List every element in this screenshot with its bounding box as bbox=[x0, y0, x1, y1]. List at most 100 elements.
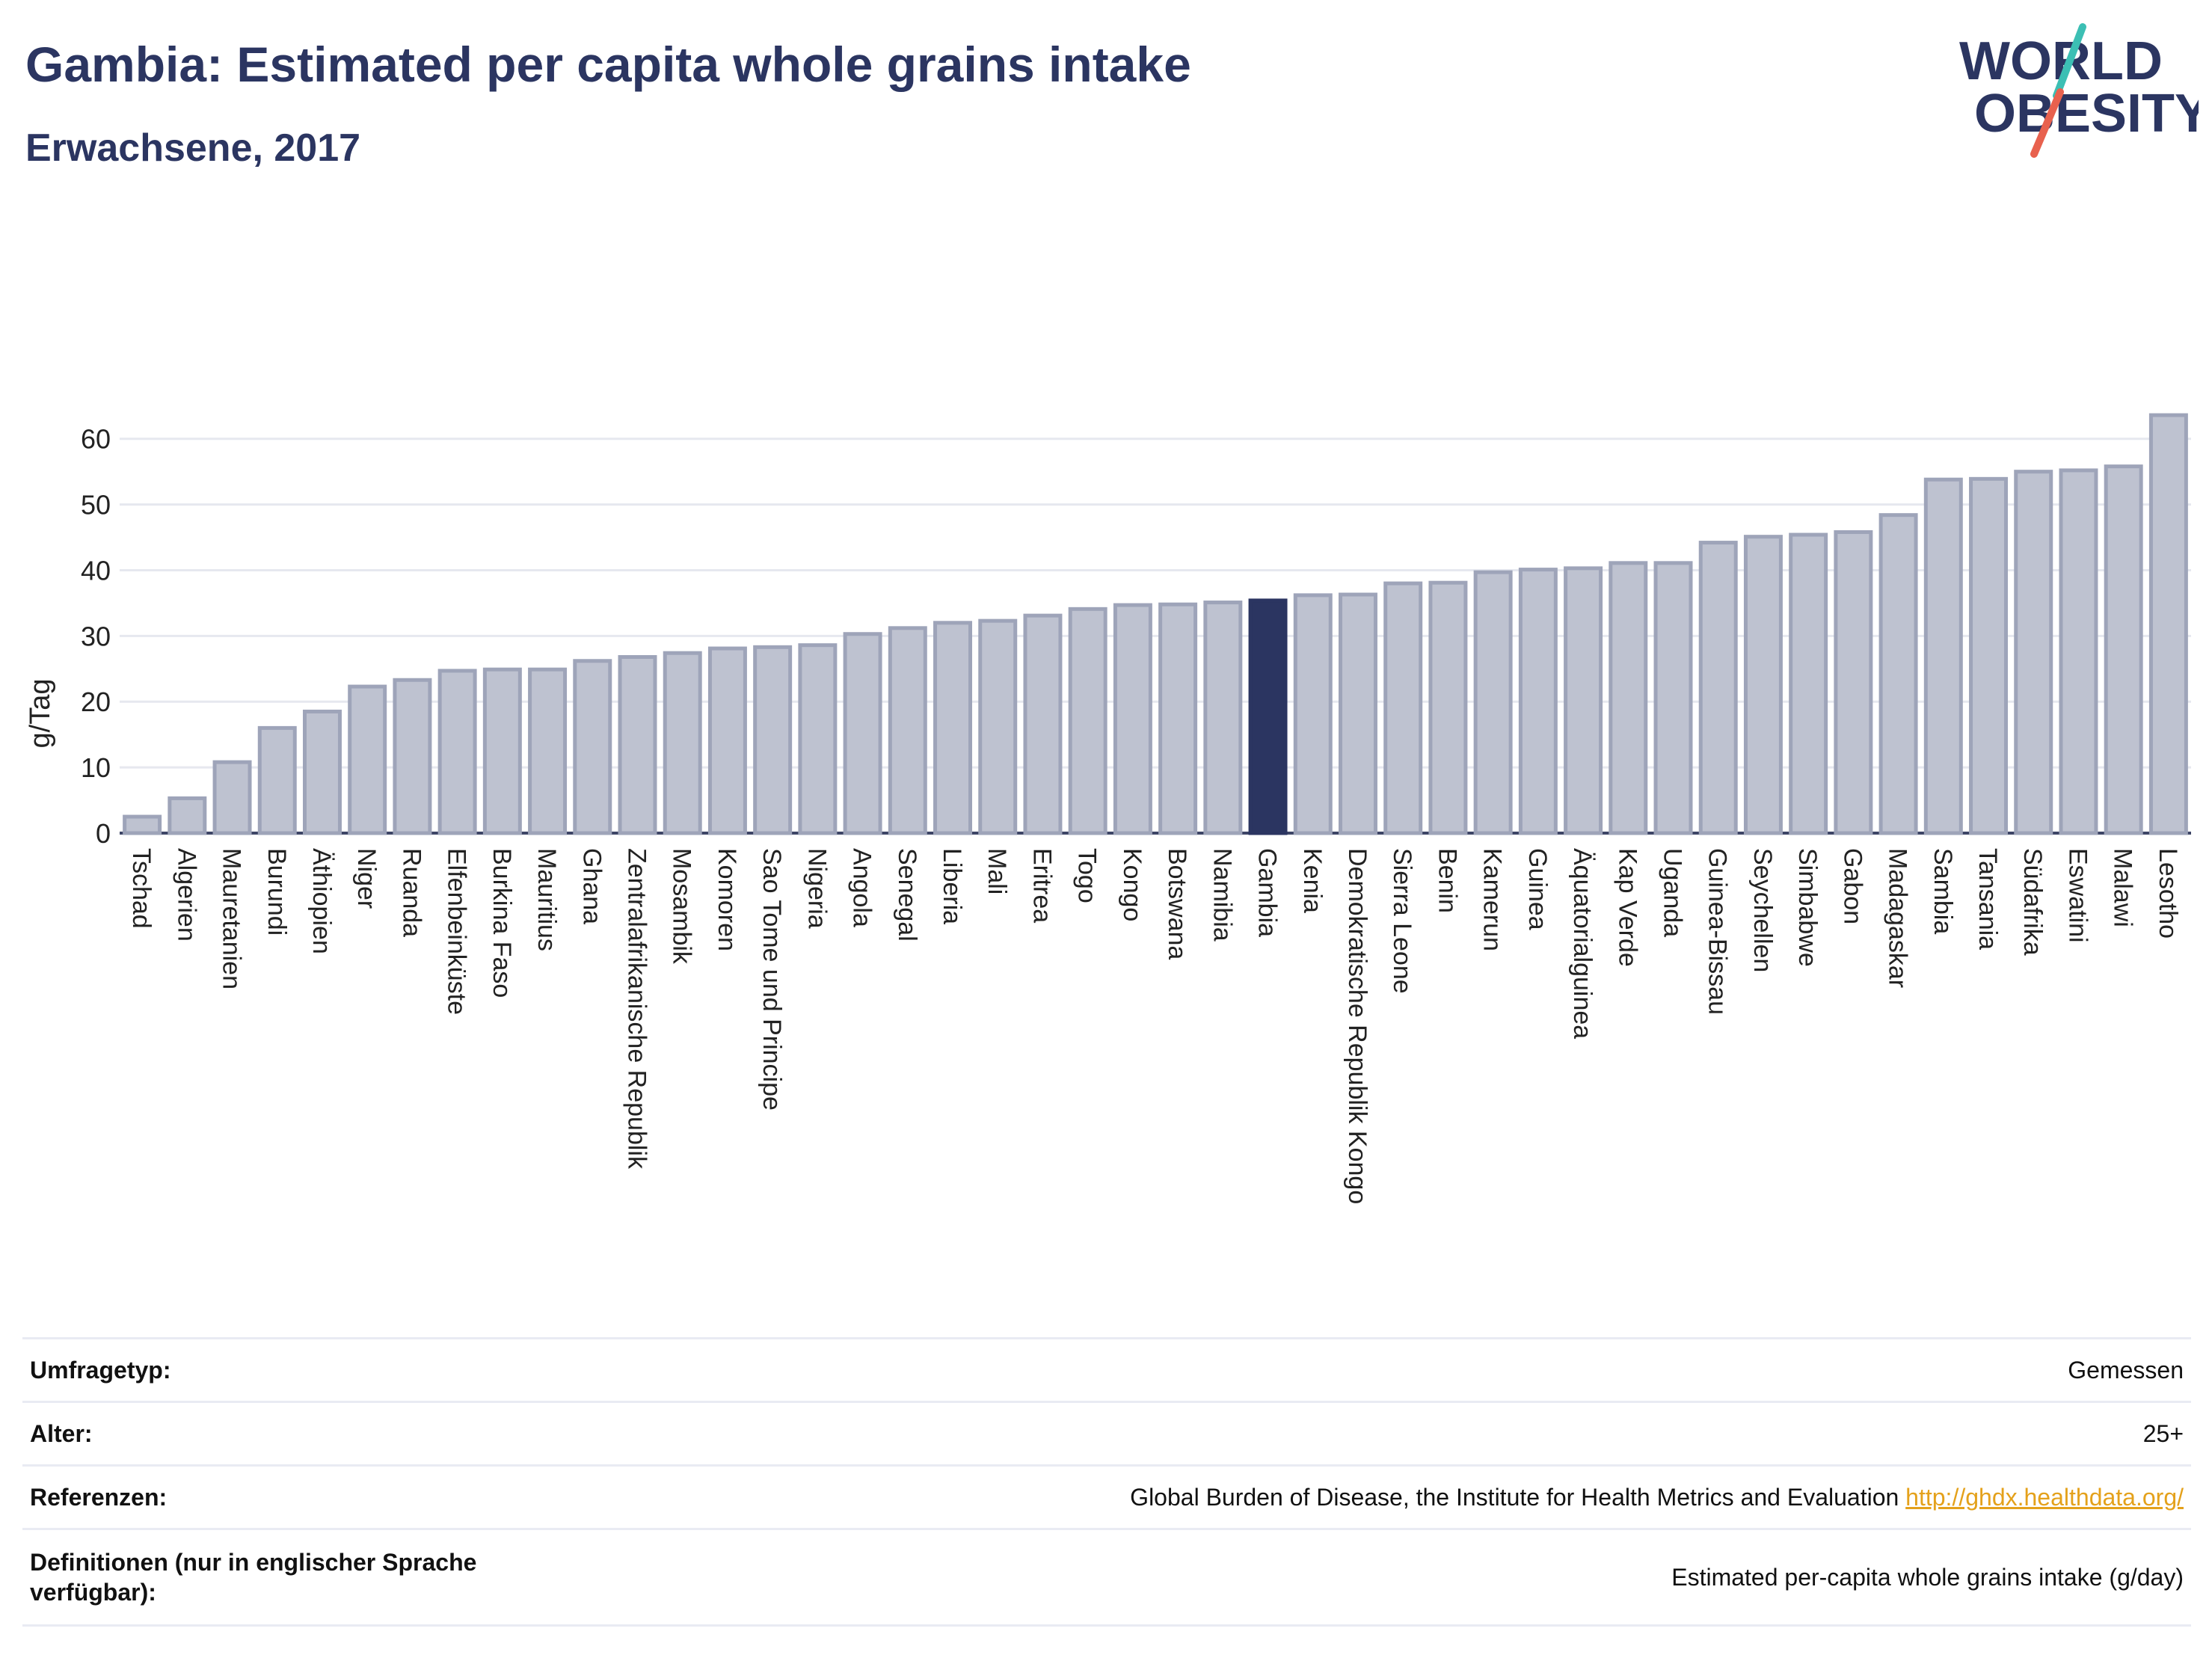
bar-botswana[interactable] bbox=[1158, 602, 1198, 835]
bar-algerien[interactable] bbox=[168, 796, 207, 835]
bar-ghana[interactable] bbox=[573, 659, 612, 835]
x-tick-label: Uganda bbox=[1659, 848, 1687, 937]
bar-ruanda[interactable] bbox=[393, 678, 432, 835]
meta-value: Estimated per-capita whole grains intake… bbox=[1671, 1564, 2184, 1591]
bar-äquatorialguinea[interactable] bbox=[1564, 566, 1603, 835]
bar-demokratische-republik-kongo[interactable] bbox=[1338, 592, 1377, 835]
bar-nigeria[interactable] bbox=[798, 643, 838, 835]
x-tick-label: Liberia bbox=[938, 848, 966, 924]
bar-komoren[interactable] bbox=[707, 646, 747, 835]
bar-gabon[interactable] bbox=[1834, 530, 1873, 835]
bar-sao-tome-und-principe[interactable] bbox=[753, 645, 793, 835]
bar-benin[interactable] bbox=[1428, 580, 1468, 835]
bar-mali[interactable] bbox=[978, 618, 1018, 835]
bar-burundi[interactable] bbox=[257, 725, 297, 835]
meta-value: Global Burden of Disease, the Institute … bbox=[1130, 1484, 2184, 1511]
x-tick-label: Komoren bbox=[713, 848, 741, 951]
bar-eritrea[interactable] bbox=[1023, 613, 1063, 835]
bar-liberia[interactable] bbox=[933, 621, 973, 835]
bar-lesotho[interactable] bbox=[2148, 413, 2188, 835]
bar-zentralafrikanische-republik[interactable] bbox=[618, 654, 657, 835]
bar-togo[interactable] bbox=[1068, 607, 1107, 835]
bar-kamerun[interactable] bbox=[1473, 570, 1513, 835]
y-tick-label: 20 bbox=[81, 687, 111, 717]
bar-gambia[interactable] bbox=[1248, 598, 1288, 835]
x-tick-label: Kamerun bbox=[1478, 848, 1507, 951]
bar-tschad[interactable] bbox=[123, 814, 162, 835]
y-tick-label: 40 bbox=[81, 555, 111, 586]
bar-senegal[interactable] bbox=[888, 626, 927, 835]
x-tick-label: Ruanda bbox=[397, 848, 425, 937]
y-tick-label: 30 bbox=[81, 621, 111, 651]
logo-slash-red bbox=[2030, 88, 2064, 158]
x-tick-label: Nigeria bbox=[802, 848, 831, 929]
meta-label: Referenzen: bbox=[30, 1484, 168, 1511]
y-tick-label: 10 bbox=[81, 752, 111, 783]
bar-eswatini[interactable] bbox=[2059, 468, 2098, 835]
x-tick-label: Kenia bbox=[1298, 848, 1327, 913]
bar-sambia[interactable] bbox=[1923, 477, 1963, 835]
bar-tansania[interactable] bbox=[1969, 476, 2009, 835]
metadata-table: Umfragetyp: Gemessen Alter: 25+ Referenzen: G… bbox=[22, 1337, 2191, 1627]
x-tick-label: Guinea-Bissau bbox=[1703, 848, 1732, 1015]
bar-mosambik[interactable] bbox=[663, 651, 702, 835]
x-tick-label: Mali bbox=[983, 848, 1011, 894]
x-tick-label: Sambia bbox=[1929, 848, 1957, 934]
meta-row: Definitionen (nur in englischer Sprache … bbox=[22, 1528, 2191, 1627]
bar-kongo[interactable] bbox=[1113, 603, 1152, 835]
bar-burkina-faso[interactable] bbox=[482, 667, 522, 835]
meta-value: 25+ bbox=[2143, 1420, 2184, 1448]
bar-uganda[interactable] bbox=[1653, 561, 1693, 835]
bar-äthiopien[interactable] bbox=[302, 709, 342, 835]
x-tick-label: Tschad bbox=[127, 848, 156, 929]
x-tick-label: Mauritius bbox=[532, 848, 561, 951]
bar-guinea[interactable] bbox=[1518, 568, 1558, 835]
bar-kap-verde[interactable] bbox=[1609, 561, 1648, 835]
bar-guinea-bissau[interactable] bbox=[1698, 541, 1738, 835]
bar-simbabwe[interactable] bbox=[1789, 532, 1828, 835]
bar-südafrika[interactable] bbox=[2014, 470, 2053, 835]
x-tick-label: Mauretanien bbox=[218, 848, 246, 989]
x-tick-label: Sierra Leone bbox=[1388, 848, 1416, 994]
bar-mauretanien[interactable] bbox=[212, 760, 252, 835]
chart-title: Gambia: Estimated per capita whole grain… bbox=[25, 37, 1191, 92]
bar-kenia[interactable] bbox=[1293, 593, 1333, 835]
x-tick-label: Madagaskar bbox=[1884, 848, 1912, 988]
bar-malawi[interactable] bbox=[2104, 464, 2143, 835]
x-tick-label: Gambia bbox=[1253, 848, 1282, 937]
logo-line2: OBESITY bbox=[1974, 84, 2199, 144]
x-tick-label: Malawi bbox=[2109, 848, 2137, 927]
bar-elfenbeinküste[interactable] bbox=[437, 669, 477, 835]
x-tick-label: Eswatini bbox=[2063, 848, 2092, 943]
meta-label: Alter: bbox=[30, 1420, 93, 1447]
meta-value-text: Gemessen bbox=[2068, 1356, 2184, 1384]
x-tick-label: Sao Tome und Principe bbox=[758, 848, 786, 1111]
x-tick-label: Lesotho bbox=[2154, 848, 2182, 939]
x-tick-label: Simbabwe bbox=[1793, 848, 1822, 967]
x-tick-label: Eritrea bbox=[1027, 848, 1056, 923]
x-tick-label: Namibia bbox=[1208, 848, 1236, 942]
x-tick-label: Äthiopien bbox=[307, 848, 336, 954]
bar-madagaskar[interactable] bbox=[1878, 513, 1918, 835]
x-tick-label: Seychellen bbox=[1748, 848, 1777, 972]
x-tick-label: Angola bbox=[848, 848, 876, 927]
meta-value-text: Estimated per-capita whole grains intake… bbox=[1671, 1563, 2184, 1591]
meta-value: Gemessen bbox=[2068, 1357, 2184, 1384]
bar-angola[interactable] bbox=[843, 632, 882, 835]
x-tick-label: Kap Verde bbox=[1613, 848, 1641, 967]
bar-seychellen[interactable] bbox=[1743, 535, 1783, 835]
x-tick-label: Burundi bbox=[262, 848, 291, 936]
bar-niger[interactable] bbox=[348, 684, 387, 835]
y-tick-label: 0 bbox=[96, 818, 111, 849]
y-tick-label: 60 bbox=[81, 424, 111, 455]
x-tick-label: Benin bbox=[1433, 848, 1461, 913]
x-tick-label: Burkina Faso bbox=[488, 848, 516, 998]
bar-namibia[interactable] bbox=[1203, 601, 1243, 835]
x-tick-label: Ghana bbox=[577, 848, 606, 924]
bar-sierra-leone[interactable] bbox=[1383, 581, 1423, 835]
world-obesity-logo[interactable]: WORLD OBESITY bbox=[1944, 21, 2199, 163]
meta-value-text: 25+ bbox=[2142, 1419, 2184, 1447]
reference-link[interactable]: http://ghdx.healthdata.org/ bbox=[1905, 1483, 2184, 1511]
meta-label: Umfragetyp: bbox=[30, 1357, 171, 1384]
bar-mauritius[interactable] bbox=[528, 667, 568, 835]
